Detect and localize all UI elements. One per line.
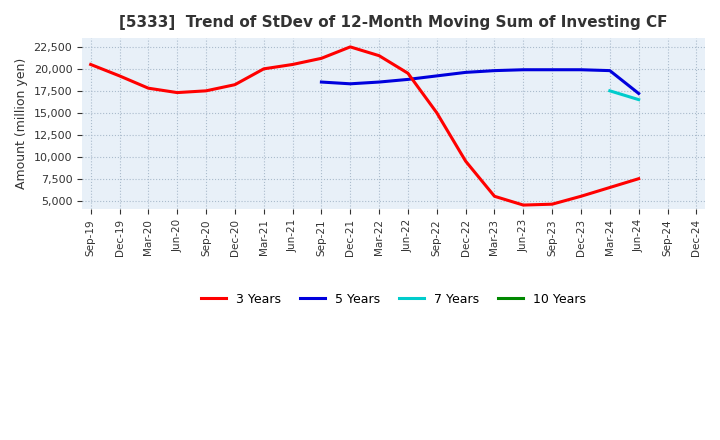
3 Years (490, 194, 499, 199)
Line: 7 Years: 7 Years (610, 91, 639, 99)
Line: 5 Years: 5 Years (321, 70, 639, 93)
3 Years (288, 62, 297, 67)
3 Years (548, 202, 557, 207)
3 Years (259, 66, 268, 72)
5 Years (519, 67, 528, 73)
3 Years (404, 70, 413, 76)
5 Years (634, 91, 643, 96)
7 Years (606, 88, 614, 93)
3 Years (462, 158, 470, 164)
3 Years (86, 62, 95, 67)
7 Years (634, 97, 643, 102)
3 Years (173, 90, 181, 95)
5 Years (606, 68, 614, 73)
3 Years (519, 202, 528, 208)
3 Years (144, 85, 153, 91)
3 Years (606, 185, 614, 190)
5 Years (317, 79, 325, 84)
5 Years (462, 70, 470, 75)
5 Years (404, 77, 413, 82)
Title: [5333]  Trend of StDev of 12-Month Moving Sum of Investing CF: [5333] Trend of StDev of 12-Month Moving… (120, 15, 667, 30)
5 Years (433, 73, 441, 78)
3 Years (115, 73, 124, 78)
Line: 3 Years: 3 Years (91, 47, 639, 205)
5 Years (490, 68, 499, 73)
3 Years (346, 44, 354, 50)
3 Years (202, 88, 210, 93)
3 Years (230, 82, 239, 87)
3 Years (375, 53, 384, 59)
Y-axis label: Amount (million yen): Amount (million yen) (15, 58, 28, 189)
5 Years (375, 79, 384, 84)
5 Years (346, 81, 354, 86)
3 Years (634, 176, 643, 181)
5 Years (577, 67, 585, 73)
3 Years (317, 56, 325, 61)
3 Years (433, 110, 441, 115)
Legend: 3 Years, 5 Years, 7 Years, 10 Years: 3 Years, 5 Years, 7 Years, 10 Years (197, 288, 591, 311)
5 Years (548, 67, 557, 73)
3 Years (577, 194, 585, 199)
